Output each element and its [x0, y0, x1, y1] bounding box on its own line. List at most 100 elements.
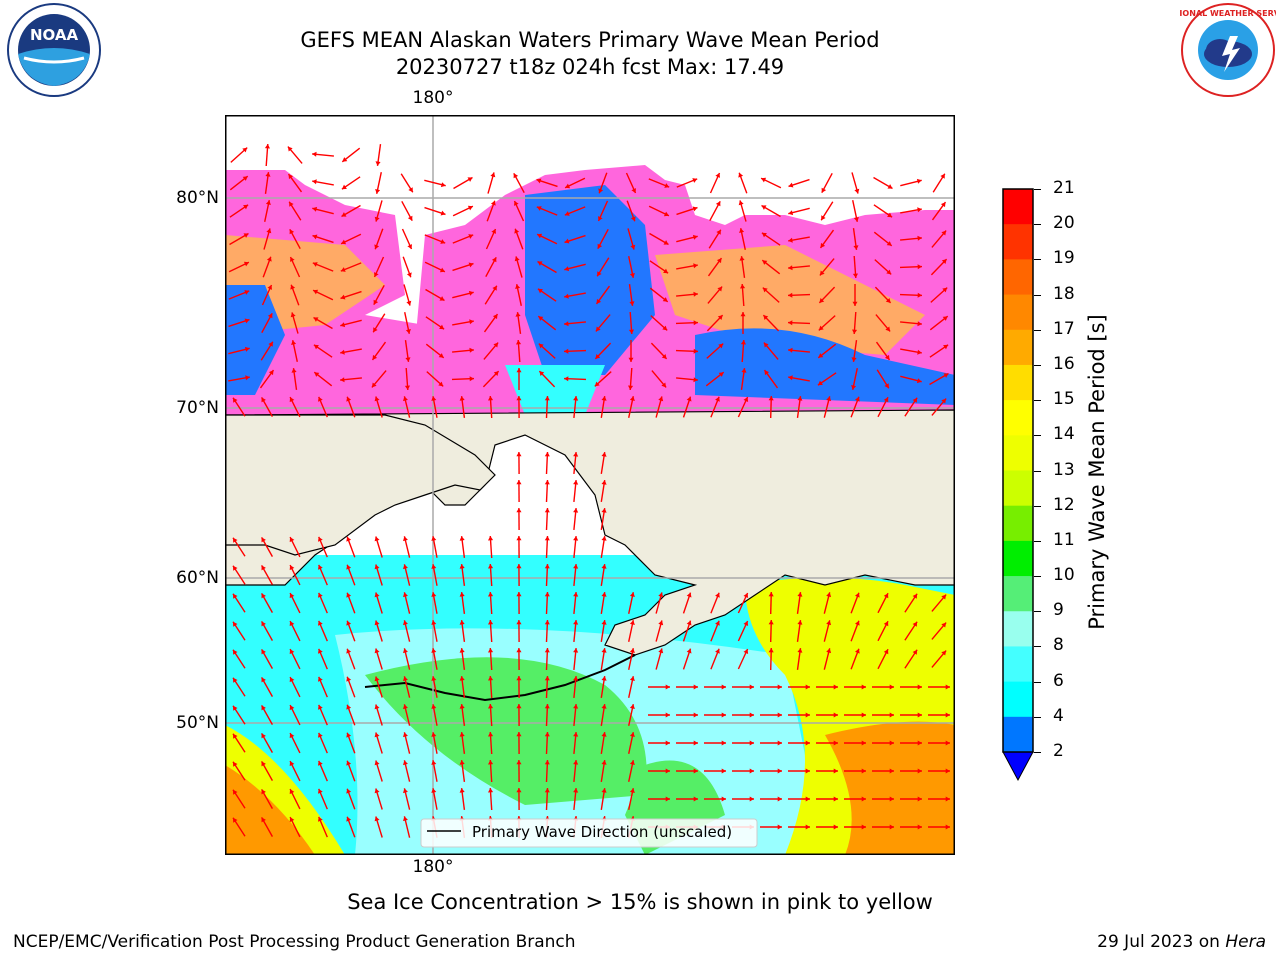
wave-arrow-head	[573, 760, 579, 765]
wave-arrow-head	[261, 649, 266, 655]
wave-arrow-head	[573, 508, 579, 513]
wave-arrow-head	[346, 676, 352, 682]
wave-arrow-head	[595, 326, 601, 332]
wave-arrow-head	[318, 732, 323, 738]
wave-arrow-head	[516, 340, 522, 345]
wave-arrow-head	[346, 592, 352, 598]
map-legend: Primary Wave Direction (unscaled)	[420, 818, 758, 848]
nws-logo: NATIONAL WEATHER SERVICE	[1180, 3, 1276, 97]
wave-arrow-head	[243, 204, 249, 210]
wave-arrow-head	[516, 452, 522, 457]
wave-arrow-head	[233, 621, 238, 627]
wave-arrow-head	[788, 375, 793, 381]
wave-arrow-head	[739, 256, 745, 261]
wave-arrow-head	[346, 788, 352, 794]
wave-arrow-head	[516, 704, 522, 709]
wave-arrow-head	[852, 273, 858, 278]
wave-arrow-head	[266, 256, 272, 262]
wave-arrow-head	[346, 564, 352, 570]
wave-arrow-head	[488, 704, 494, 709]
wave-arrow-head	[514, 201, 519, 206]
wave-arrow-head	[346, 704, 352, 710]
wave-arrow-head	[261, 565, 266, 571]
wave-arrow-head	[261, 761, 266, 767]
wave-arrow-head	[245, 375, 250, 381]
wave-arrow-head	[340, 294, 346, 300]
wave-arrow-head	[573, 480, 579, 485]
wave-arrow-head	[374, 272, 379, 277]
wave-arrow-head	[492, 314, 498, 320]
colorbar-tick-label: 12	[1053, 494, 1075, 515]
wave-arrow-head	[488, 396, 494, 401]
wave-arrow-head	[565, 183, 571, 189]
wave-arrow-head	[408, 187, 413, 193]
wave-arrow-head	[805, 684, 810, 690]
wave-arrow-head	[658, 648, 664, 654]
colorbar-tick-label: 2	[1053, 741, 1064, 761]
wave-arrow-head	[594, 381, 600, 387]
wave-arrow-head	[940, 173, 945, 179]
wave-arrow-head	[716, 229, 721, 235]
wave-arrow-head	[544, 508, 550, 513]
wave-arrow-head	[797, 396, 803, 401]
wave-arrow-head	[693, 377, 698, 383]
wave-arrow-head	[861, 684, 866, 690]
wave-arrow-head	[861, 796, 866, 802]
wave-arrow-head	[819, 298, 825, 303]
colorbar-tick-label: 9	[1053, 600, 1064, 621]
wave-arrow-head	[661, 382, 667, 388]
wave-arrow-head	[819, 270, 825, 276]
wave-arrow-head	[233, 593, 238, 599]
wave-arrow-head	[261, 705, 266, 711]
wave-arrow-head	[601, 592, 607, 597]
wave-arrow-head	[665, 740, 670, 746]
wave-arrow-head	[665, 768, 670, 774]
wave-arrow-head	[289, 677, 295, 683]
wave-arrow-head	[289, 397, 295, 403]
wave-arrow-head	[855, 648, 860, 654]
wave-arrow-head	[459, 788, 465, 793]
wave-arrow-head	[372, 354, 378, 360]
wave-arrow-head	[595, 354, 601, 359]
wave-arrow-head	[762, 260, 768, 265]
wave-arrow-head	[943, 373, 949, 378]
wave-arrow-head	[346, 536, 352, 542]
wave-arrow-head	[544, 788, 550, 793]
wave-arrow-head	[629, 592, 635, 597]
wave-arrow-head	[242, 147, 248, 153]
colorbar-tick-mark	[1034, 189, 1041, 190]
colorbar-tick-mark	[1034, 540, 1041, 542]
wave-arrow-head	[749, 768, 754, 774]
wave-arrow-head	[833, 740, 838, 746]
wave-arrow-head	[459, 732, 465, 737]
wave-arrow-head	[768, 396, 774, 401]
wave-arrow-head	[261, 677, 266, 683]
wave-arrow-head	[693, 796, 698, 802]
wave-arrow-head	[431, 648, 437, 653]
wave-arrow-head	[768, 620, 774, 625]
wave-arrow-head	[290, 284, 296, 290]
wave-arrow-head	[851, 357, 857, 362]
wave-arrow-head	[852, 329, 858, 334]
wave-arrow-head	[431, 536, 437, 541]
wave-arrow-head	[233, 677, 238, 683]
wave-arrow-head	[403, 704, 408, 710]
footer-date: 29 Jul 2023 on Hera	[1097, 932, 1266, 952]
wave-arrow-head	[544, 452, 550, 457]
wave-arrow-head	[318, 816, 323, 822]
wave-arrow-head	[601, 452, 607, 457]
wave-arrow-head	[743, 649, 749, 654]
wave-arrow-head	[488, 676, 494, 681]
blue-period-region-west	[225, 285, 285, 395]
wave-arrow-head	[912, 649, 918, 655]
colorbar-tick-label: 16	[1053, 353, 1075, 374]
wave-arrow-head	[403, 620, 408, 626]
colorbar-tick-mark	[1034, 470, 1041, 472]
wave-arrow-head	[373, 299, 379, 305]
wave-arrow-head	[459, 648, 465, 653]
map-subtitle: 20230727 t18z 024h fcst Max: 17.49	[395, 55, 785, 79]
wave-arrow-head	[721, 684, 726, 690]
wave-arrow-head	[404, 385, 410, 390]
siberia-land	[225, 414, 496, 556]
wave-arrow-head	[777, 740, 782, 746]
